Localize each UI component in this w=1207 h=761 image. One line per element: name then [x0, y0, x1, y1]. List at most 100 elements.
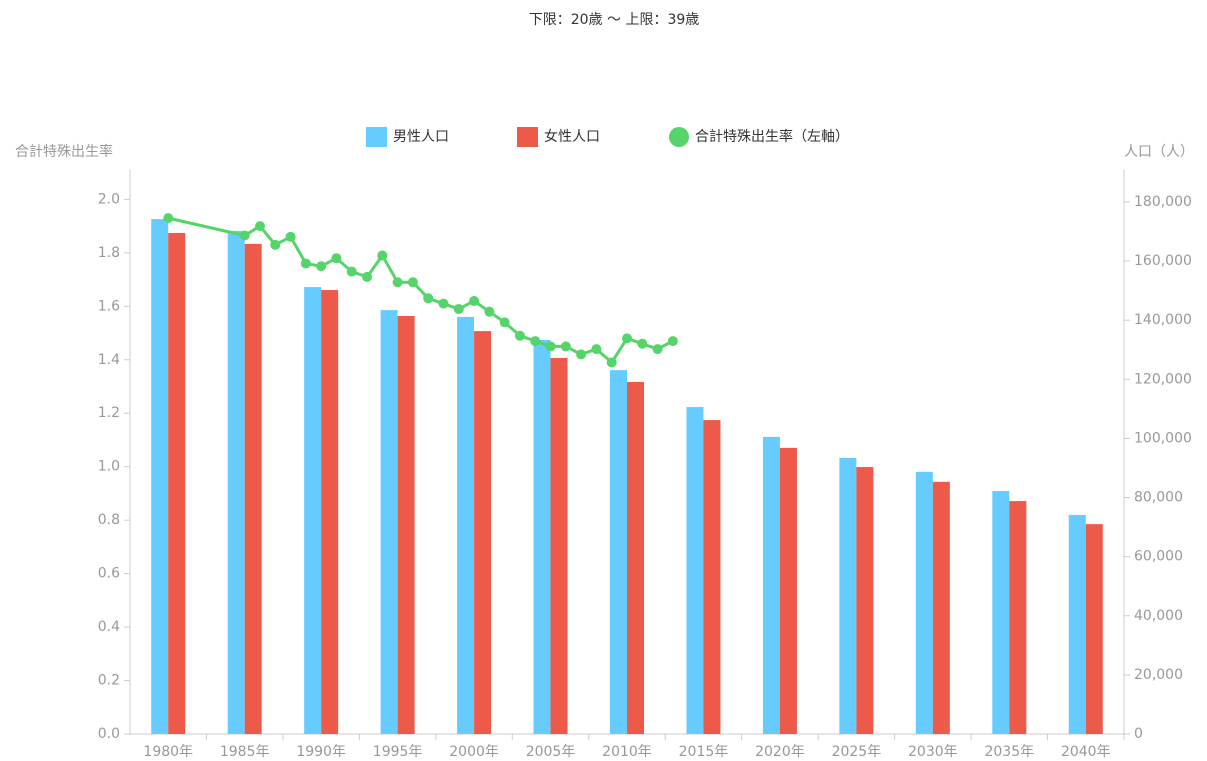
x-tick-label: 2030年 [908, 744, 958, 760]
y2-axis-title: 人口（人） [1124, 144, 1194, 160]
y-tick-label: 1.0 [98, 459, 120, 475]
line-point [622, 333, 632, 344]
line-point [423, 293, 434, 304]
x-tick-label: 2000年 [449, 744, 499, 760]
y-tick-label: 0.2 [98, 673, 120, 689]
bar [474, 331, 492, 734]
legend-swatch [669, 127, 689, 147]
bar [686, 407, 704, 734]
line-point [163, 213, 174, 224]
bar [380, 310, 398, 734]
legend-label: 合計特殊出生率（左軸） [695, 128, 849, 145]
x-tick-label: 2025年 [832, 744, 882, 760]
line-point [239, 230, 250, 241]
x-tick-label: 2035年 [984, 744, 1034, 760]
legend-label: 女性人口 [544, 128, 600, 145]
y2-tick-label: 180,000 [1134, 194, 1192, 210]
bar [627, 381, 644, 734]
y2-tick-label: 0 [1134, 726, 1143, 742]
line-point [469, 295, 480, 306]
line-point [346, 266, 357, 277]
line-point [514, 330, 525, 341]
y-tick-label: 0.6 [98, 566, 120, 582]
bar [1068, 514, 1086, 734]
bar [321, 290, 339, 734]
line-point [560, 341, 571, 352]
bar [992, 491, 1010, 734]
y-tick-label: 0.0 [98, 726, 120, 742]
line-point [300, 258, 311, 269]
bar [151, 219, 169, 734]
line-point [438, 298, 449, 309]
y2-tick-label: 160,000 [1134, 253, 1192, 269]
line-point [591, 344, 602, 355]
y2-tick-label: 60,000 [1134, 549, 1183, 565]
line-point [392, 277, 403, 288]
bar [703, 420, 721, 734]
line-point [285, 231, 296, 242]
y-tick-label: 1.6 [98, 298, 120, 314]
line-point [453, 303, 464, 314]
x-tick-label: 2015年 [679, 744, 729, 760]
line-point [576, 349, 587, 360]
y-tick-label: 1.4 [98, 352, 120, 368]
y2-tick-label: 120,000 [1134, 371, 1192, 387]
bar [227, 230, 245, 735]
bar [1009, 501, 1027, 734]
bar [856, 467, 874, 734]
line-point [407, 277, 418, 288]
line-point [377, 250, 388, 261]
x-tick-label: 1980年 [143, 744, 193, 760]
x-tick-label: 2020年 [755, 744, 805, 760]
y-tick-label: 1.8 [98, 245, 120, 261]
line-point [270, 239, 281, 250]
line-point [254, 221, 265, 232]
bar [779, 447, 797, 734]
x-tick-label: 2010年 [602, 744, 652, 760]
line-point [316, 261, 327, 272]
legend-swatch [517, 127, 538, 147]
chart-title: 下限：20歳 〜 上限：39歳 [529, 12, 700, 28]
legend-label: 男性人口 [393, 129, 449, 145]
x-tick-label: 2005年 [526, 744, 576, 760]
bar [304, 287, 322, 734]
line-point [652, 344, 663, 355]
bar [932, 481, 950, 734]
bar [1085, 524, 1103, 734]
line-point [362, 271, 373, 282]
bar [915, 471, 933, 734]
bar [550, 358, 568, 734]
line-point [545, 341, 556, 352]
legend-swatch [366, 127, 387, 147]
line-point [484, 306, 495, 317]
y-tick-label: 2.0 [98, 191, 120, 207]
bar [762, 436, 780, 734]
line-point [331, 253, 342, 264]
x-tick-label: 2040年 [1061, 744, 1111, 760]
x-tick-label: 1995年 [373, 744, 423, 760]
y2-tick-label: 100,000 [1134, 430, 1192, 446]
y2-tick-label: 140,000 [1134, 312, 1192, 328]
y2-tick-label: 40,000 [1134, 608, 1183, 624]
line-point [637, 338, 648, 349]
x-tick-label: 1990年 [296, 744, 346, 760]
line-point [530, 336, 541, 347]
x-tick-label: 1985年 [220, 744, 270, 760]
bar [457, 316, 475, 734]
y2-tick-label: 80,000 [1134, 490, 1183, 506]
line-point [499, 317, 510, 328]
y-tick-label: 0.8 [98, 512, 120, 528]
bar [610, 370, 627, 734]
line-point [667, 336, 678, 347]
y-axis-title: 合計特殊出生率 [15, 143, 113, 160]
bar [168, 232, 186, 734]
y2-tick-label: 20,000 [1134, 667, 1183, 683]
bar [533, 339, 551, 734]
y-tick-label: 0.4 [98, 619, 120, 635]
bar [397, 316, 415, 734]
bar [839, 457, 857, 734]
y-tick-label: 1.2 [98, 405, 120, 421]
line-point [606, 357, 617, 368]
